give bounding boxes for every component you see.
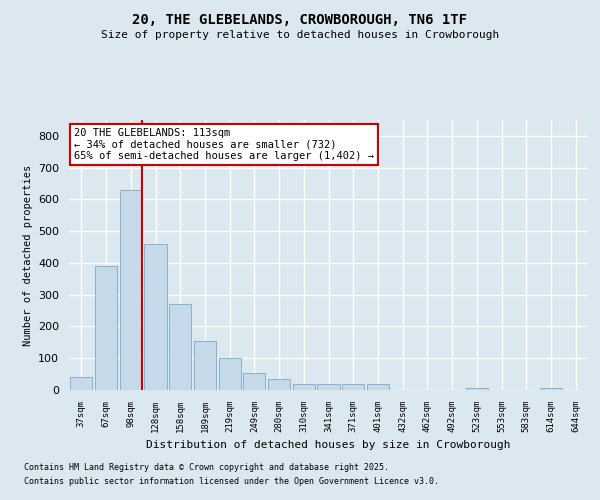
Text: Size of property relative to detached houses in Crowborough: Size of property relative to detached ho… (101, 30, 499, 40)
Bar (169, 304, 191, 390)
Bar (194, 341, 216, 390)
Y-axis label: Number of detached properties: Number of detached properties (23, 164, 32, 346)
Bar (243, 372, 265, 390)
Text: Contains HM Land Registry data © Crown copyright and database right 2025.: Contains HM Land Registry data © Crown c… (24, 464, 389, 472)
Bar (466, 388, 488, 390)
Bar (268, 379, 290, 390)
Bar (70, 378, 92, 390)
Bar (317, 384, 340, 390)
Bar (367, 384, 389, 390)
Bar (218, 358, 241, 390)
Bar (145, 244, 167, 390)
Bar (119, 190, 142, 390)
Text: 20 THE GLEBELANDS: 113sqm
← 34% of detached houses are smaller (732)
65% of semi: 20 THE GLEBELANDS: 113sqm ← 34% of detac… (74, 128, 374, 162)
Bar (342, 384, 364, 390)
Text: Contains public sector information licensed under the Open Government Licence v3: Contains public sector information licen… (24, 477, 439, 486)
X-axis label: Distribution of detached houses by size in Crowborough: Distribution of detached houses by size … (146, 440, 511, 450)
Bar (95, 266, 117, 390)
Bar (293, 384, 315, 390)
Bar (540, 388, 562, 390)
Text: 20, THE GLEBELANDS, CROWBOROUGH, TN6 1TF: 20, THE GLEBELANDS, CROWBOROUGH, TN6 1TF (133, 12, 467, 26)
